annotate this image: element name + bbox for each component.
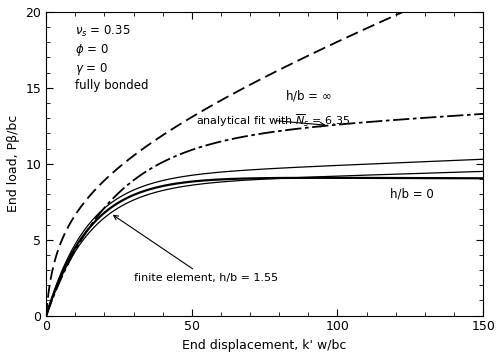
Text: $\nu_s$ = 0.35: $\nu_s$ = 0.35 xyxy=(75,24,131,39)
Text: analytical: analytical xyxy=(0,358,1,359)
Text: finite element, h/b = 1.55: finite element, h/b = 1.55 xyxy=(113,215,278,283)
Text: analytical fit with $\overline{N}_s$ = 6.35: analytical fit with $\overline{N}_s$ = 6… xyxy=(196,112,350,129)
Text: h/b = 0: h/b = 0 xyxy=(389,188,433,201)
Text: fully bonded: fully bonded xyxy=(75,79,149,92)
Y-axis label: End load, Pβ/bc: End load, Pβ/bc xyxy=(7,115,20,213)
Text: h/b = $\infty$: h/b = $\infty$ xyxy=(285,88,331,103)
Text: $\phi$ = 0: $\phi$ = 0 xyxy=(75,42,109,58)
Text: $\gamma$ = 0: $\gamma$ = 0 xyxy=(75,61,108,76)
X-axis label: End displacement, k' w/bc: End displacement, k' w/bc xyxy=(182,339,346,352)
